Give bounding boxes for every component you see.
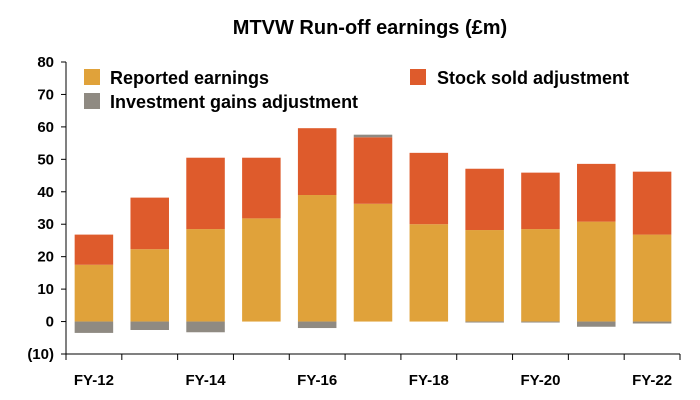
bar-FY-15-series-1 — [242, 157, 281, 219]
legend: Reported earnings Stock sold adjustment In… — [84, 68, 629, 112]
y-axis: (10) 0 10 20 30 40 50 60 70 80 — [27, 54, 67, 363]
legend-swatch — [410, 69, 426, 85]
y-tick-label: 60 — [37, 119, 54, 136]
bar-FY-20-series-2 — [521, 321, 560, 323]
legend-swatch — [84, 93, 100, 109]
bar-FY-14-series-2 — [186, 321, 225, 333]
bar-FY-21-series-1 — [577, 163, 616, 222]
x-tick-label: FY-22 — [632, 372, 672, 389]
bar-FY-16-series-1 — [297, 128, 337, 196]
bar-FY-12-series-2 — [74, 321, 114, 333]
x-tick-label: FY-20 — [520, 372, 560, 389]
x-axis: FY-12 FY-14 FY-16 FY-18 FY-20 FY-22 — [65, 353, 681, 389]
bar-FY-17-series-1 — [353, 137, 393, 204]
y-tick-label: 50 — [37, 151, 54, 168]
bar-FY-13-series-0 — [130, 249, 169, 322]
bar-FY-15-series-0 — [242, 218, 281, 322]
y-tick-label: 80 — [37, 54, 54, 71]
bar-FY-13-series-2 — [130, 321, 169, 330]
bar-FY-18-series-0 — [409, 224, 449, 322]
y-tick-label: 20 — [37, 249, 54, 266]
bar-FY-16-series-0 — [297, 195, 337, 322]
y-tick-label: 40 — [37, 184, 54, 201]
bar-FY-16-series-2 — [297, 321, 337, 329]
bar-FY-12-series-0 — [74, 264, 114, 322]
x-tick-label: FY-12 — [74, 372, 114, 389]
bar-FY-21-series-2 — [577, 321, 616, 327]
y-tick-label: 10 — [37, 281, 54, 298]
bar-FY-17-series-0 — [353, 203, 393, 322]
y-tick-label: 0 — [46, 314, 54, 331]
bar-FY-20-series-1 — [521, 172, 560, 230]
y-tick-label: 70 — [37, 86, 54, 103]
y-tick-label: 30 — [37, 216, 54, 233]
x-tick-label: FY-14 — [186, 372, 227, 389]
bar-FY-17-series-2 — [353, 134, 393, 138]
bar-FY-14-series-0 — [186, 229, 225, 322]
bar-FY-12-series-1 — [74, 234, 114, 265]
y-tick-label: (10) — [27, 346, 54, 363]
bar-FY-14-series-1 — [186, 157, 225, 230]
bar-FY-19-series-1 — [465, 168, 504, 231]
x-tick-label: FY-16 — [297, 372, 337, 389]
bar-FY-18-series-1 — [409, 152, 449, 225]
bars — [74, 128, 672, 333]
x-tick-label: FY-18 — [409, 372, 449, 389]
legend-label: Reported earnings — [110, 68, 269, 88]
bar-FY-19-series-2 — [465, 321, 504, 323]
chart-title: MTVW Run-off earnings (£m) — [233, 17, 507, 39]
legend-swatch — [84, 69, 100, 85]
legend-label: Stock sold adjustment — [437, 68, 629, 88]
bar-FY-19-series-0 — [465, 230, 504, 322]
legend-label: Investment gains adjustment — [110, 92, 358, 112]
bar-FY-22-series-0 — [632, 234, 672, 322]
bar-FY-21-series-0 — [577, 221, 616, 322]
bar-FY-20-series-0 — [521, 229, 560, 322]
bar-FY-13-series-1 — [130, 197, 169, 250]
bar-FY-22-series-1 — [632, 171, 672, 235]
bar-FY-22-series-2 — [632, 321, 672, 324]
